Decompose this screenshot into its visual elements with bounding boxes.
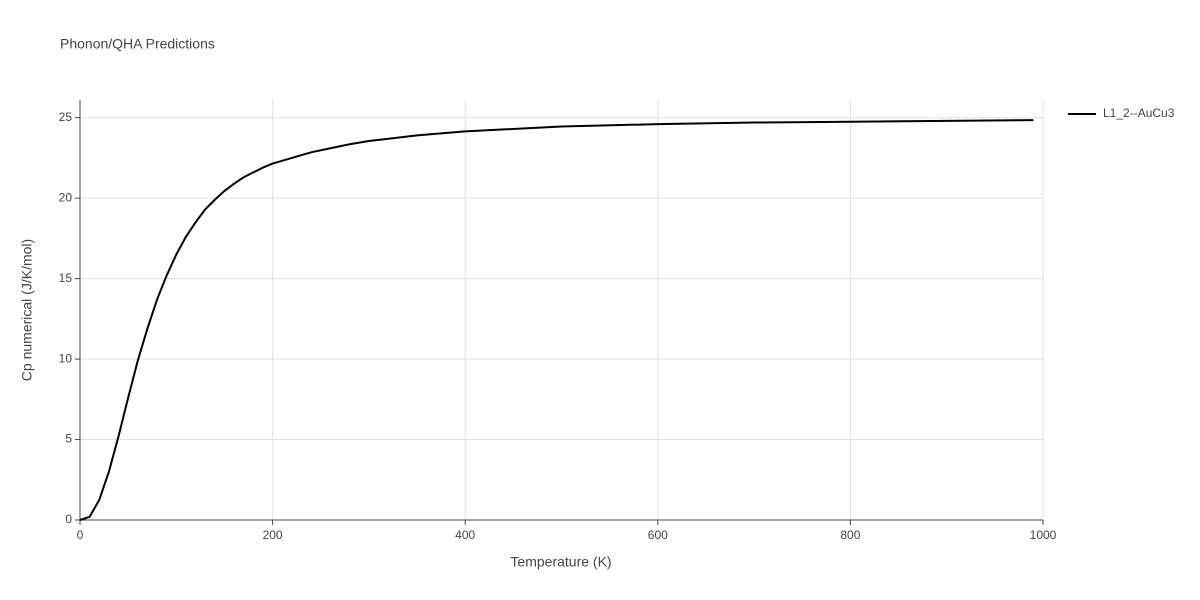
y-tick-label: 15 bbox=[59, 271, 73, 285]
line-series bbox=[79, 119, 1034, 521]
x-tick-label: 400 bbox=[455, 528, 475, 542]
y-tick-label: 25 bbox=[59, 110, 73, 124]
y-axis-title: Cp numerical (J/K/mol) bbox=[19, 239, 35, 381]
y-tick-label: 5 bbox=[65, 432, 72, 446]
x-tick-label: 800 bbox=[840, 528, 860, 542]
chart-title: Phonon/QHA Predictions bbox=[60, 36, 215, 52]
legend-label: L1_2--AuCu3 bbox=[1103, 106, 1175, 120]
y-tick-label: 20 bbox=[59, 190, 73, 204]
x-axis-title: Temperature (K) bbox=[510, 554, 611, 570]
x-tick-label: 0 bbox=[77, 528, 84, 542]
y-tick-label: 0 bbox=[65, 512, 72, 526]
x-tick-label: 600 bbox=[648, 528, 668, 542]
x-tick-label: 1000 bbox=[1030, 528, 1057, 542]
x-tick-label: 200 bbox=[263, 528, 283, 542]
y-tick-label: 10 bbox=[59, 351, 73, 365]
